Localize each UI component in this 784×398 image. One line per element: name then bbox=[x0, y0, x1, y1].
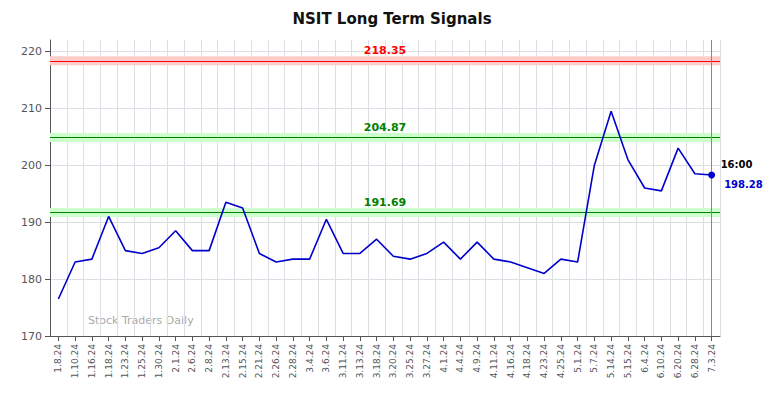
svg-text:2.6.24: 2.6.24 bbox=[187, 344, 197, 373]
svg-text:191.69: 191.69 bbox=[364, 196, 406, 209]
svg-text:4.25.24: 4.25.24 bbox=[556, 344, 566, 379]
svg-text:5.7.24: 5.7.24 bbox=[589, 344, 599, 373]
svg-text:3.6.24: 3.6.24 bbox=[321, 344, 331, 373]
svg-text:3.27.24: 3.27.24 bbox=[422, 344, 432, 379]
svg-text:3.4.24: 3.4.24 bbox=[305, 344, 315, 373]
svg-text:2.26.24: 2.26.24 bbox=[271, 344, 281, 379]
svg-text:4.4.24: 4.4.24 bbox=[455, 344, 465, 373]
svg-text:220: 220 bbox=[21, 45, 42, 58]
svg-text:2.8.24: 2.8.24 bbox=[204, 344, 214, 373]
svg-text:6.10.24: 6.10.24 bbox=[656, 344, 666, 379]
svg-text:200: 200 bbox=[21, 159, 42, 172]
svg-text:210: 210 bbox=[21, 102, 42, 115]
svg-text:5.15.24: 5.15.24 bbox=[623, 344, 633, 379]
svg-text:2.28.24: 2.28.24 bbox=[288, 344, 298, 379]
svg-text:4.18.24: 4.18.24 bbox=[522, 344, 532, 379]
svg-text:7.3.24: 7.3.24 bbox=[707, 344, 717, 373]
svg-text:180: 180 bbox=[21, 273, 42, 286]
svg-text:198.28: 198.28 bbox=[724, 179, 763, 190]
svg-text:5.1.24: 5.1.24 bbox=[573, 344, 583, 373]
svg-text:2.21.24: 2.21.24 bbox=[254, 344, 264, 379]
svg-text:1.25.24: 1.25.24 bbox=[137, 344, 147, 379]
svg-text:3.11.24: 3.11.24 bbox=[338, 344, 348, 379]
svg-text:5.14.24: 5.14.24 bbox=[606, 344, 616, 379]
svg-text:4.9.24: 4.9.24 bbox=[472, 344, 482, 373]
svg-text:3.13.24: 3.13.24 bbox=[355, 344, 365, 379]
svg-text:4.1.24: 4.1.24 bbox=[439, 344, 449, 373]
svg-text:1.18.24: 1.18.24 bbox=[104, 344, 114, 379]
svg-text:Stock Traders Daily: Stock Traders Daily bbox=[88, 314, 194, 327]
svg-text:218.35: 218.35 bbox=[364, 44, 406, 57]
svg-text:190: 190 bbox=[21, 216, 42, 229]
svg-text:4.16.24: 4.16.24 bbox=[506, 344, 516, 379]
svg-text:204.87: 204.87 bbox=[364, 121, 406, 134]
svg-text:4.11.24: 4.11.24 bbox=[489, 344, 499, 379]
svg-text:3.25.24: 3.25.24 bbox=[405, 344, 415, 379]
svg-text:2.1.24: 2.1.24 bbox=[171, 344, 181, 373]
svg-text:1.16.24: 1.16.24 bbox=[87, 344, 97, 379]
svg-text:1.10.24: 1.10.24 bbox=[70, 344, 80, 379]
svg-text:170: 170 bbox=[21, 330, 42, 343]
svg-text:1.23.24: 1.23.24 bbox=[120, 344, 130, 379]
svg-text:1.8.24: 1.8.24 bbox=[53, 344, 63, 373]
svg-text:2.15.24: 2.15.24 bbox=[238, 344, 248, 379]
svg-text:1.30.24: 1.30.24 bbox=[154, 344, 164, 379]
svg-text:4.23.24: 4.23.24 bbox=[539, 344, 549, 379]
svg-text:6.4.24: 6.4.24 bbox=[640, 344, 650, 373]
svg-text:6.28.24: 6.28.24 bbox=[690, 344, 700, 379]
svg-text:6.20.24: 6.20.24 bbox=[673, 344, 683, 379]
svg-text:16:00: 16:00 bbox=[721, 159, 753, 170]
svg-text:NSIT Long Term Signals: NSIT Long Term Signals bbox=[292, 10, 491, 28]
svg-text:3.20.24: 3.20.24 bbox=[388, 344, 398, 379]
svg-text:2.13.24: 2.13.24 bbox=[221, 344, 231, 379]
svg-text:3.18.24: 3.18.24 bbox=[372, 344, 382, 379]
